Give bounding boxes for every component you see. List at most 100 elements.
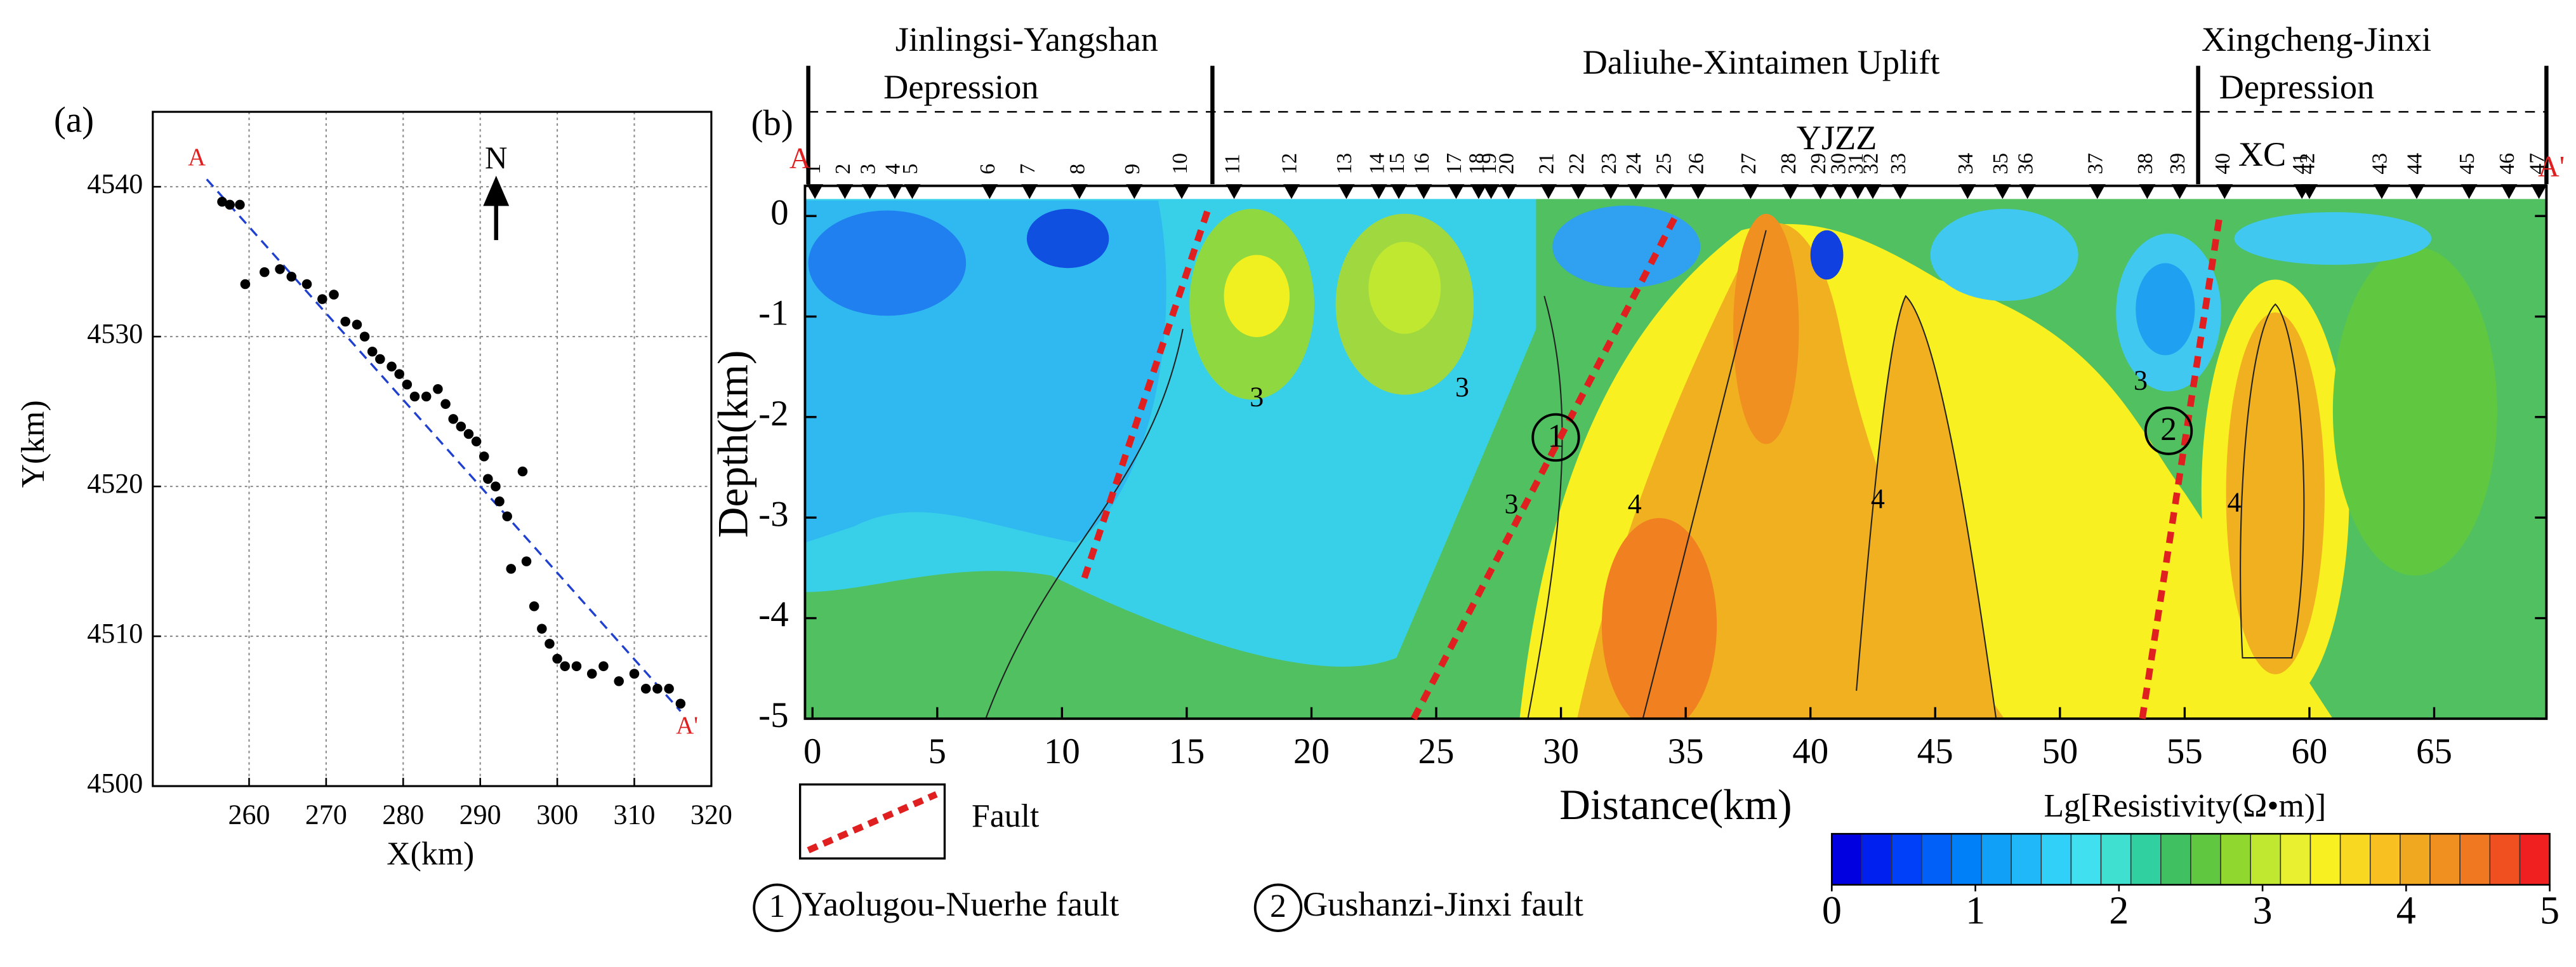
station-marker	[1570, 184, 1587, 199]
station-marker	[1173, 184, 1190, 199]
station-label: 16	[1410, 153, 1434, 175]
colorbar-cell	[1861, 833, 1892, 886]
station-point	[494, 496, 505, 507]
y-axis-label: Depth(km)	[710, 350, 757, 538]
colorbar-tick-label: 2	[2109, 889, 2129, 932]
site-label: YJZZ	[1797, 119, 1877, 157]
station-marker	[1657, 184, 1674, 199]
colorbar-cell	[1920, 833, 1952, 886]
station-point	[529, 601, 539, 611]
station-marker	[1415, 184, 1432, 199]
region-label: Jinlingsi-Yangshan	[895, 20, 1158, 58]
station-point	[483, 474, 493, 484]
station-marker	[1689, 184, 1707, 199]
station-label: 32	[1859, 153, 1883, 175]
colorbar-cell	[2190, 833, 2221, 886]
station-label: 24	[1622, 153, 1646, 175]
station-marker	[1470, 184, 1487, 199]
site-label: XC	[2238, 135, 2286, 173]
colorbar-cell	[2220, 833, 2252, 886]
station-marker	[2171, 184, 2188, 199]
station-marker	[1390, 184, 1408, 199]
station-point	[506, 564, 517, 574]
colorbar-cell	[2280, 833, 2311, 886]
station-point	[517, 466, 528, 477]
station-label: 44	[2403, 153, 2427, 175]
station-point	[301, 279, 312, 290]
colorbar-cell	[2250, 833, 2282, 886]
station-marker	[981, 184, 998, 199]
station-label: 39	[2166, 153, 2190, 175]
y-tick-label: 0	[770, 192, 788, 232]
station-marker	[807, 184, 824, 199]
station-marker	[1832, 184, 1849, 199]
station-point	[286, 271, 297, 282]
station-point	[375, 354, 385, 364]
station-marker	[1602, 184, 1620, 199]
profile-start-label: A	[188, 143, 206, 171]
station-point	[440, 399, 451, 410]
station-label: 8	[1066, 164, 1090, 175]
station-label: 36	[2014, 153, 2037, 175]
station-label: 21	[1535, 153, 1559, 175]
station-label: 28	[1777, 153, 1800, 175]
y-tick-label: 4510	[87, 618, 143, 649]
region-label: Depression	[2219, 68, 2375, 106]
contour-label: 3	[1455, 371, 1469, 403]
y-tick-label: 4530	[87, 318, 143, 349]
station-marker	[1225, 184, 1243, 199]
station-marker	[1627, 184, 1644, 199]
station-label: 37	[2084, 153, 2108, 175]
colorbar-cell	[2011, 833, 2042, 886]
station-point	[640, 683, 651, 694]
legend-box	[798, 783, 946, 860]
colorbar-tick-label: 0	[1822, 889, 1842, 932]
station-point	[471, 436, 482, 447]
fault-number-circle	[1253, 883, 1303, 932]
colorbar-tick-label: 3	[2253, 889, 2273, 932]
station-point	[275, 264, 285, 274]
colorbar-frame	[1831, 832, 2551, 886]
x-tick-label: 5	[928, 731, 946, 771]
station-marker	[2408, 184, 2425, 199]
contour-label: 4	[1871, 483, 1885, 514]
station-marker	[1370, 184, 1387, 199]
station-label: 38	[2134, 153, 2157, 175]
contour-label: 4	[2228, 486, 2242, 517]
station-point	[502, 511, 512, 522]
colorbar-cell	[2160, 833, 2191, 886]
contour-label: 3	[1505, 488, 1519, 519]
colorbar-label: Lg[Resistivity(Ω•m)]	[2044, 788, 2327, 824]
station-point	[586, 669, 597, 679]
station-point	[433, 383, 443, 394]
station-point	[614, 676, 624, 686]
station-point	[560, 661, 570, 672]
y-tick-label: -4	[758, 595, 788, 635]
colorbar-cell	[1951, 833, 1982, 886]
station-label: 26	[1685, 153, 1708, 175]
x-tick-label: 310	[613, 799, 655, 830]
x-tick-label: 320	[690, 799, 732, 830]
y-axis-label: Y(km)	[15, 400, 51, 488]
station-point	[491, 481, 501, 491]
station-marker	[904, 184, 921, 199]
station-label: 40	[2211, 153, 2235, 175]
station-point	[456, 421, 466, 432]
x-tick-label: 20	[1293, 731, 1330, 771]
station-label: 20	[1495, 153, 1519, 175]
x-tick-label: 30	[1543, 731, 1579, 771]
station-point	[409, 391, 420, 402]
fault-number: 1	[1548, 418, 1564, 454]
profile-start-label: A	[789, 142, 811, 175]
plot-frame	[803, 184, 2548, 720]
station-label: 22	[1565, 153, 1589, 175]
station-marker	[1500, 184, 1517, 199]
station-point	[386, 361, 397, 372]
panel-label: (b)	[751, 103, 793, 143]
station-label: 23	[1597, 153, 1621, 175]
contour-label: 3	[2134, 365, 2148, 396]
station-label: 7	[1016, 164, 1040, 175]
station-point	[402, 379, 413, 390]
x-axis-label: X(km)	[386, 836, 474, 872]
